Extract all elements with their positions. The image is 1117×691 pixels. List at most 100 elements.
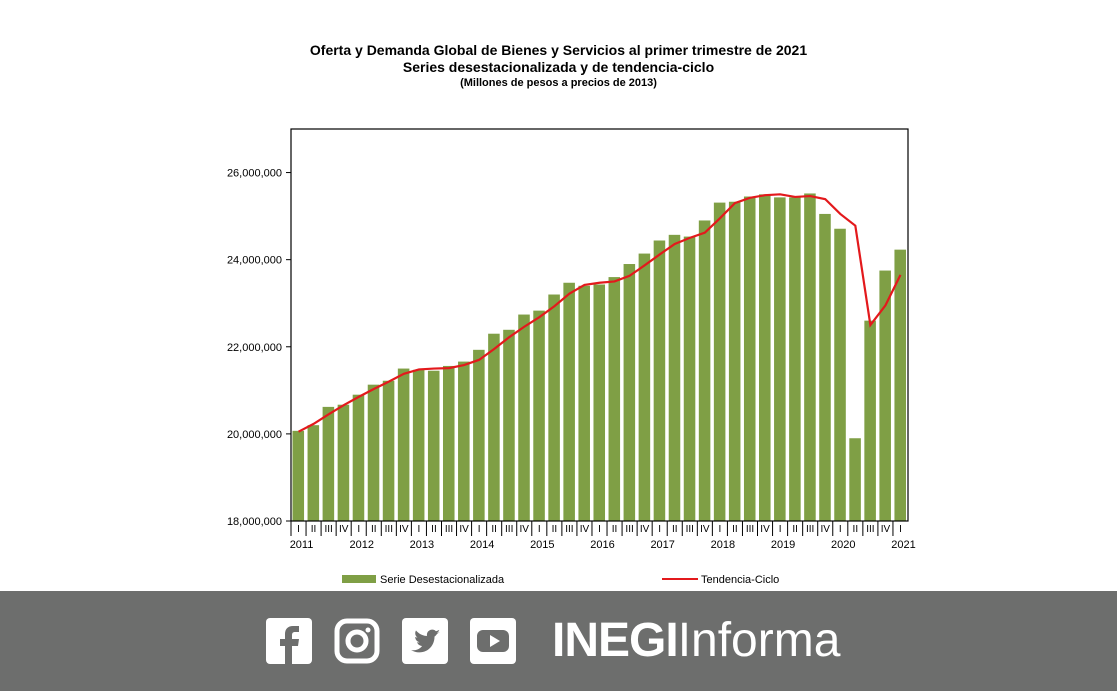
quarter-label: II (311, 524, 317, 535)
bar (292, 430, 305, 521)
y-tick-label: 26,000,000 (227, 168, 282, 180)
quarter-label: IV (881, 524, 891, 535)
quarter-label: II (491, 524, 497, 535)
bar (488, 333, 500, 521)
brand-light: Informa (677, 614, 841, 667)
year-label: 2019 (771, 539, 795, 551)
year-label: 2018 (711, 539, 735, 551)
chart-subtitle: Series desestacionalizada y de tendencia… (402, 59, 715, 75)
quarter-label: I (839, 524, 842, 535)
quarter-label: III (746, 524, 754, 535)
quarter-label: III (324, 524, 332, 535)
quarter-label: II (552, 524, 558, 535)
legend-line-label: Tendencia-Ciclo (701, 574, 779, 586)
bar (849, 438, 861, 521)
y-tick-label: 18,000,000 (227, 516, 282, 528)
bar (819, 213, 831, 521)
bar (337, 404, 350, 521)
quarter-label: III (565, 524, 573, 535)
quarter-label: I (598, 524, 601, 535)
bar (322, 406, 335, 521)
quarter-label: I (899, 524, 902, 535)
quarter-label: II (792, 524, 798, 535)
quarter-label: I (658, 524, 661, 535)
bar (728, 201, 741, 521)
quarter-label: IV (640, 524, 650, 535)
quarter-label: I (357, 524, 360, 535)
facebook-icon[interactable] (266, 618, 312, 664)
bar (894, 249, 906, 521)
bar (473, 349, 485, 521)
quarter-label: II (612, 524, 618, 535)
year-label: 2011 (290, 539, 314, 551)
quarter-label: IV (399, 524, 409, 535)
quarter-label: I (418, 524, 421, 535)
inegi-informa-logo: INEGIInforma (552, 611, 840, 671)
quarter-label: IV (700, 524, 710, 535)
bar (367, 384, 380, 521)
chart-title: Oferta y Demanda Global de Bienes y Serv… (309, 42, 808, 58)
quarter-label: I (297, 524, 300, 535)
bar (668, 234, 681, 521)
bar (578, 285, 590, 521)
y-tick-label: 20,000,000 (227, 429, 282, 441)
quarter-label: IV (821, 524, 831, 535)
quarter-label: I (478, 524, 481, 535)
year-label: 2013 (410, 539, 434, 551)
bar (563, 282, 575, 521)
quarter-label: I (779, 524, 782, 535)
bar (698, 220, 711, 521)
quarter-label: III (866, 524, 874, 535)
bar (743, 196, 756, 521)
quarter-label: III (445, 524, 453, 535)
bar (608, 277, 621, 521)
y-tick-label: 24,000,000 (227, 255, 282, 267)
bar (427, 370, 440, 521)
quarter-label: IV (580, 524, 590, 535)
bar (533, 310, 545, 521)
year-label: 2017 (650, 539, 674, 551)
y-tick-label: 22,000,000 (227, 342, 282, 354)
bar (442, 365, 455, 521)
bar (713, 202, 726, 521)
plot-frame (290, 128, 909, 522)
bar (653, 240, 666, 521)
quarter-label: III (806, 524, 814, 535)
year-label: 2020 (831, 539, 855, 551)
quarter-label: II (732, 524, 738, 535)
quarter-label: III (686, 524, 694, 535)
bar (834, 228, 846, 521)
quarter-label: III (505, 524, 513, 535)
bar (458, 361, 470, 521)
bar (864, 320, 876, 521)
bar (804, 193, 816, 521)
twitter-icon[interactable] (402, 618, 448, 664)
instagram-icon[interactable] (334, 618, 380, 664)
quarter-label: IV (459, 524, 469, 535)
bar (548, 294, 560, 521)
chart: 18,000,000 20,000,000 22,000,000 24,000,000… (227, 128, 916, 586)
youtube-icon[interactable] (470, 618, 516, 664)
year-label: 2014 (470, 539, 494, 551)
quarter-label: I (718, 524, 721, 535)
quarter-label: II (853, 524, 859, 535)
bar (382, 380, 395, 521)
quarter-label: II (371, 524, 377, 535)
bar (412, 369, 425, 521)
year-label: 2021 (891, 539, 915, 551)
brand-bold: INEGI (552, 614, 679, 667)
legend-bar-swatch (342, 575, 376, 583)
bar (683, 236, 696, 522)
bar (307, 425, 320, 521)
quarter-label: III (385, 524, 393, 535)
quarter-label: II (431, 524, 437, 535)
year-label: 2016 (590, 539, 614, 551)
bar (879, 270, 891, 521)
quarter-label: III (625, 524, 633, 535)
quarter-label: IV (760, 524, 770, 535)
bar (638, 253, 651, 521)
bar (774, 197, 786, 522)
bar (759, 194, 771, 522)
bar (593, 284, 606, 521)
quarter-label: IV (520, 524, 530, 535)
